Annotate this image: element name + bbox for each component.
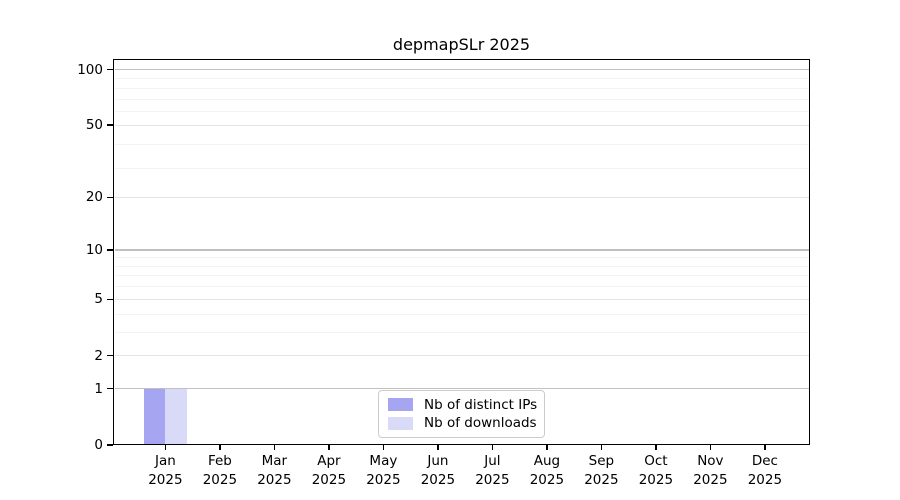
- y-axis-tick: [107, 444, 113, 446]
- year-label: 2025: [257, 471, 292, 488]
- x-axis-tick-label: Jul 2025: [464, 452, 520, 489]
- x-axis-tick-label: Oct 2025: [628, 452, 684, 489]
- legend-item-downloads: Nb of downloads: [388, 415, 537, 432]
- y-axis-tick-label: 0: [94, 437, 103, 453]
- y-axis-tick: [107, 68, 113, 71]
- year-label: 2025: [475, 471, 510, 488]
- month-label: May: [369, 453, 398, 469]
- x-axis-tick: [709, 445, 712, 450]
- bar-jan-downloads: [165, 388, 187, 445]
- year-label: 2025: [202, 471, 238, 488]
- x-axis-tick-label: Feb 2025: [192, 452, 248, 489]
- x-axis-tick: [164, 445, 167, 450]
- x-axis-tick: [437, 445, 439, 450]
- year-label: 2025: [638, 471, 674, 488]
- minor-gridline: [115, 167, 809, 169]
- major-gridline: [115, 196, 809, 198]
- plot-area-border: [113, 59, 810, 445]
- x-axis-tick-label: Mar 2025: [246, 452, 302, 489]
- year-label: 2025: [584, 471, 619, 488]
- month-label: Sep: [588, 453, 615, 469]
- y-axis-tick: [107, 354, 113, 357]
- month-label: Oct: [644, 453, 668, 469]
- major-gridline: [115, 298, 809, 300]
- month-label: Jan: [154, 453, 176, 469]
- x-axis-tick-label: Dec 2025: [737, 452, 793, 489]
- y-axis-tick-label: 10: [85, 241, 103, 258]
- month-label: Nov: [697, 453, 724, 469]
- y-axis-tick: [107, 298, 113, 300]
- chart-title: depmapSLr 2025: [392, 35, 531, 54]
- minor-gridline: [115, 265, 809, 267]
- year-label: 2025: [366, 471, 401, 488]
- legend-label-distinct-ips: Nb of distinct IPs: [424, 396, 538, 413]
- y-axis-tick-label: 100: [77, 61, 103, 78]
- x-axis-tick-label: Jun 2025: [410, 452, 466, 489]
- minor-gridline: [115, 144, 809, 146]
- x-axis-tick: [219, 445, 221, 450]
- year-label: 2025: [747, 471, 783, 488]
- minor-gridline: [115, 88, 809, 90]
- y-axis-tick-label: 2: [94, 347, 103, 364]
- major-gridline: [115, 355, 809, 357]
- x-axis-tick-label: Sep 2025: [573, 452, 629, 489]
- x-axis-tick: [491, 445, 494, 450]
- month-label: Feb: [207, 453, 232, 469]
- major-gridline: [115, 249, 809, 251]
- x-axis-tick: [382, 445, 385, 450]
- x-axis-tick-label: Apr 2025: [301, 452, 357, 489]
- month-label: Mar: [261, 453, 288, 469]
- month-label: Apr: [317, 453, 341, 469]
- bar-jan-distinct-ips: [143, 388, 166, 445]
- x-axis-tick-label: Nov 2025: [682, 452, 738, 489]
- year-label: 2025: [693, 471, 728, 488]
- legend-label-downloads: Nb of downloads: [424, 415, 537, 432]
- major-gridline: [115, 124, 809, 126]
- y-axis-tick: [107, 249, 113, 251]
- year-label: 2025: [311, 471, 347, 488]
- minor-gridline: [115, 331, 809, 333]
- x-axis-tick: [546, 445, 548, 450]
- year-label: 2025: [148, 471, 183, 488]
- y-axis-tick-label: 20: [85, 189, 103, 206]
- y-axis-tick-label: 5: [94, 291, 103, 308]
- x-axis-tick: [655, 445, 657, 450]
- legend: Nb of distinct IPs Nb of downloads: [378, 390, 545, 438]
- month-label: Aug: [533, 453, 561, 469]
- x-axis-tick: [764, 445, 766, 450]
- minor-gridline: [115, 313, 809, 315]
- minor-gridline: [115, 275, 809, 277]
- legend-item-distinct-ips: Nb of distinct IPs: [388, 396, 538, 413]
- legend-swatch-downloads: [388, 416, 413, 430]
- x-axis-tick: [600, 445, 603, 450]
- y-axis-tick: [107, 124, 113, 126]
- major-gridline: [115, 68, 809, 71]
- x-axis-tick-label: Jan 2025: [137, 452, 193, 489]
- y-axis-tick-label: 1: [94, 380, 103, 397]
- year-label: 2025: [529, 471, 565, 488]
- minor-gridline: [115, 111, 809, 113]
- x-axis-tick-label: Aug 2025: [519, 452, 575, 489]
- minor-gridline: [115, 286, 809, 288]
- minor-gridline: [115, 98, 809, 100]
- major-gridline: [115, 387, 809, 390]
- y-axis-tick: [107, 387, 113, 390]
- y-axis-tick: [107, 196, 113, 199]
- legend-swatch-distinct-ips: [388, 398, 413, 412]
- minor-gridline: [115, 257, 809, 259]
- x-axis-tick: [273, 445, 276, 450]
- month-label: Dec: [751, 453, 778, 469]
- x-axis-tick-label: May 2025: [355, 452, 411, 489]
- y-axis-tick-label: 50: [85, 117, 103, 134]
- month-label: Jul: [484, 453, 501, 469]
- minor-gridline: [115, 78, 809, 80]
- year-label: 2025: [420, 471, 456, 488]
- x-axis-tick: [328, 445, 330, 450]
- month-label: Jun: [427, 453, 449, 469]
